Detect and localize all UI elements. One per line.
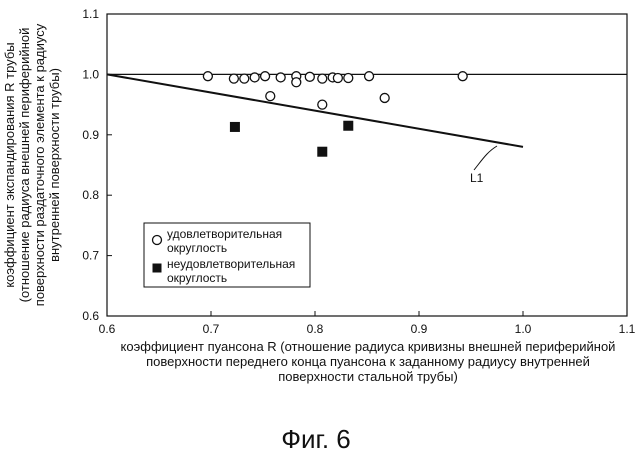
x-tick-label: 0.8 xyxy=(307,322,324,336)
reference-lines xyxy=(107,74,627,146)
point-unsatisfactory xyxy=(317,147,327,157)
point-satisfactory xyxy=(318,74,327,83)
reference-line-l1 xyxy=(107,74,523,146)
point-satisfactory xyxy=(203,72,212,81)
figure-caption: Фиг. 6 xyxy=(281,424,351,454)
x-tick-label: 1.1 xyxy=(619,322,636,336)
point-satisfactory xyxy=(229,74,238,83)
y-tick-label: 1.0 xyxy=(82,67,99,81)
legend-circle-marker xyxy=(153,236,162,245)
point-unsatisfactory xyxy=(230,122,240,132)
point-satisfactory xyxy=(318,100,327,109)
y-tick-label: 0.8 xyxy=(82,188,99,202)
y-tick-label: 0.6 xyxy=(82,309,99,323)
x-tick-label: 0.9 xyxy=(411,322,428,336)
point-satisfactory xyxy=(250,73,259,82)
point-satisfactory xyxy=(380,93,389,102)
point-satisfactory xyxy=(240,74,249,83)
x-tick-label: 1.0 xyxy=(515,322,532,336)
point-satisfactory xyxy=(344,74,353,83)
point-satisfactory xyxy=(292,78,301,87)
x-axis-title: коэффициент пуансона R (отношение радиус… xyxy=(121,339,616,384)
point-satisfactory xyxy=(458,72,467,81)
point-satisfactory xyxy=(261,72,270,81)
y-tick-label: 0.9 xyxy=(82,128,99,142)
y-tick-label: 1.1 xyxy=(82,7,99,21)
y-tick-label: 0.7 xyxy=(82,249,99,263)
legend: удовлетворительнаяокруглость неудовлетво… xyxy=(144,223,310,287)
l1-label: L1 xyxy=(470,171,484,185)
point-satisfactory xyxy=(266,92,275,101)
point-satisfactory xyxy=(305,72,314,81)
x-tick-label: 0.7 xyxy=(203,322,220,336)
x-axis-ticks: 0.6 0.7 0.8 0.9 1.0 1.1 xyxy=(99,311,636,336)
l1-leader-line xyxy=(474,146,497,170)
point-satisfactory xyxy=(365,72,374,81)
point-satisfactory xyxy=(276,73,285,82)
x-tick-label: 0.6 xyxy=(99,322,116,336)
point-unsatisfactory xyxy=(343,121,353,131)
legend-square-marker xyxy=(153,264,162,273)
point-satisfactory xyxy=(333,74,342,83)
y-axis-title: коэффициент экспандирования R трубы(отно… xyxy=(2,23,62,306)
